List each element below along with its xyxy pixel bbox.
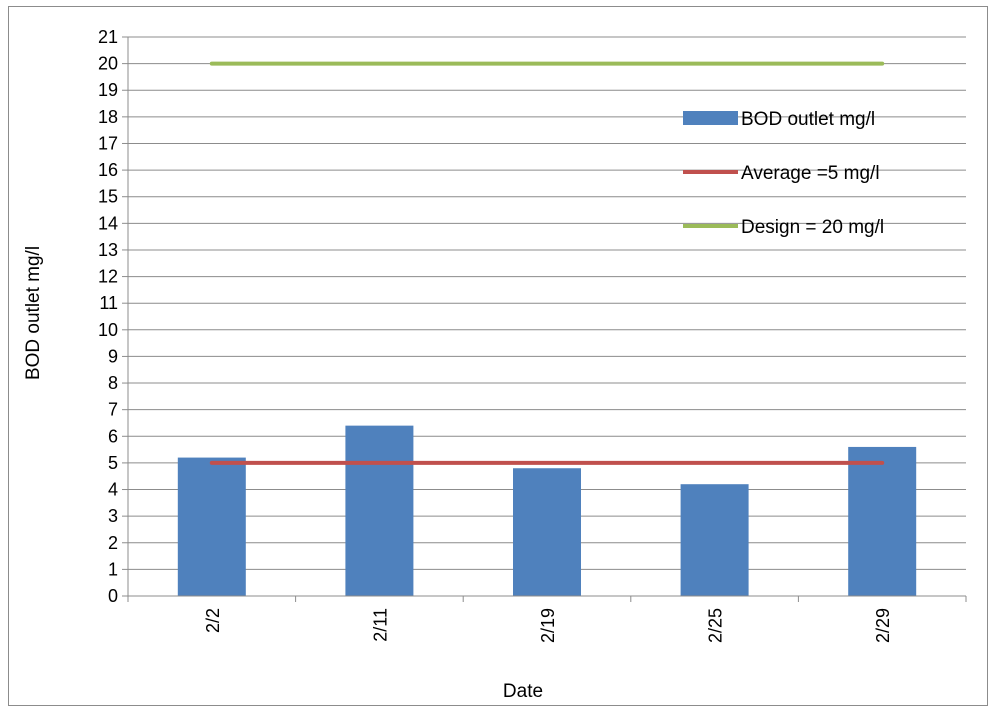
axes <box>127 37 967 602</box>
bar <box>345 425 414 596</box>
x-tick-labels: 2/2 2/11 2/19 2/25 2/29 <box>203 608 893 643</box>
x-tick-label: 2/19 <box>538 608 558 643</box>
y-tick-label: 17 <box>98 133 118 153</box>
y-tick-label: 19 <box>98 80 118 100</box>
bar-series <box>177 425 917 596</box>
x-axis-title: Date <box>503 681 543 702</box>
y-tick-label: 13 <box>98 240 118 260</box>
y-tick-label: 12 <box>98 267 118 287</box>
y-tick-label: 8 <box>108 373 118 393</box>
x-tick-label: 2/2 <box>203 608 223 633</box>
y-tick-label: 21 <box>98 27 118 47</box>
y-tick-label: 20 <box>98 54 118 74</box>
legend-swatch <box>683 111 738 125</box>
y-tick-label: 16 <box>98 160 118 180</box>
y-tick-label: 15 <box>98 187 118 207</box>
x-tick-label: 2/11 <box>370 608 390 642</box>
y-tick-label: 1 <box>108 559 118 579</box>
y-tick-label: 0 <box>108 586 118 606</box>
y-tick-label: 2 <box>108 533 118 553</box>
y-axis-title: BOD outlet mg/l <box>23 246 44 380</box>
y-tick-label: 9 <box>108 346 118 366</box>
x-tick-label: 2/25 <box>706 608 726 643</box>
y-tick-label: 5 <box>108 453 118 473</box>
y-tick-label: 3 <box>108 506 118 526</box>
y-tick-label: 18 <box>98 107 118 127</box>
legend-label: BOD outlet mg/l <box>741 109 875 130</box>
y-tick-label: 6 <box>108 426 118 446</box>
bar <box>680 484 749 596</box>
legend: BOD outlet mg/l Average =5 mg/l Design = 2… <box>683 109 884 238</box>
y-tick-label: 10 <box>98 320 118 340</box>
x-tick-label: 2/29 <box>873 608 893 643</box>
y-tick-label: 7 <box>108 400 118 420</box>
legend-label: Average =5 mg/l <box>741 163 880 184</box>
y-tick-label: 11 <box>99 293 118 313</box>
y-tick-label: 4 <box>108 480 118 500</box>
y-tick-label: 14 <box>98 213 118 233</box>
bar <box>177 457 246 596</box>
legend-label: Design = 20 mg/l <box>741 217 884 238</box>
bar <box>513 468 581 596</box>
line-series <box>209 61 885 465</box>
bar <box>848 446 917 596</box>
